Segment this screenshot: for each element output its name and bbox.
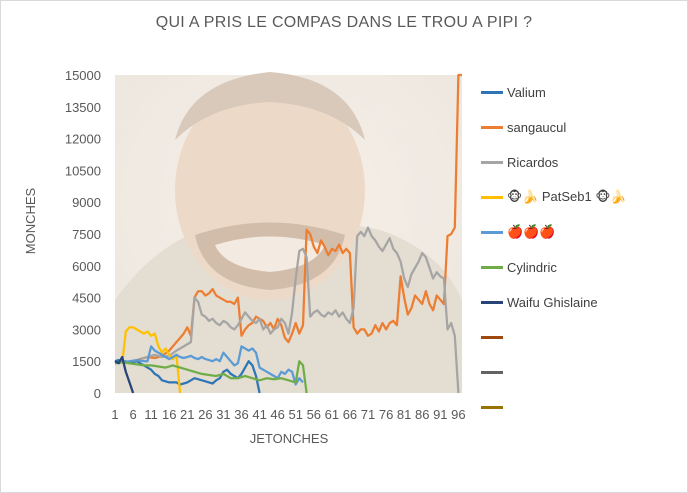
legend-item: 🍎🍎🍎 <box>481 222 556 242</box>
x-tick-label: 81 <box>397 407 411 422</box>
x-tick-label: 11 <box>144 407 158 422</box>
legend-swatch <box>481 370 503 374</box>
legend-label: Valium <box>507 84 546 100</box>
x-axis: 1 6 11 16 21 26 31 36 41 46 51 56 61 66 71 76 81 86 91 96 <box>111 407 465 422</box>
x-tick-label: 76 <box>379 407 393 422</box>
x-tick-label: 26 <box>198 407 212 422</box>
series-line-6 <box>114 360 308 394</box>
legend-item <box>481 362 507 382</box>
x-tick-label: 21 <box>180 407 194 422</box>
legend-label: Waifu Ghislaine <box>507 294 598 310</box>
x-tick-label: 86 <box>415 407 429 422</box>
series-line-7 <box>114 355 135 394</box>
y-tick-label: 9000 <box>72 195 101 210</box>
chart-title: QUI A PRIS LE COMPAS DANS LE TROU A PIPI… <box>155 14 533 31</box>
x-tick-label: 31 <box>216 407 230 422</box>
legend-label: 🍎🍎🍎 <box>507 224 556 239</box>
x-tick-label: 46 <box>270 407 284 422</box>
series-line-2 <box>132 73 462 363</box>
series-line-5 <box>114 345 304 386</box>
legend-label: 🐵🍌 PatSeb1 🐵🍌 <box>507 189 627 204</box>
legend-label: Cylindric <box>507 259 557 275</box>
x-tick-label: 41 <box>252 407 266 422</box>
y-axis-label: MONCHES <box>23 187 38 254</box>
y-tick-label: 0 <box>94 386 101 401</box>
legend-swatch <box>481 405 503 409</box>
legend-item <box>481 397 507 417</box>
legend-swatch <box>481 160 503 164</box>
y-tick-label: 1500 <box>72 354 101 369</box>
x-tick-label: 51 <box>288 407 302 422</box>
legend-swatch <box>481 125 503 129</box>
x-tick-label: 71 <box>361 407 375 422</box>
legend-item: Ricardos <box>481 152 558 172</box>
legend-swatch <box>481 230 503 234</box>
x-tick-label: 6 <box>129 407 136 422</box>
legend-label: Ricardos <box>507 154 559 170</box>
x-tick-label: 16 <box>162 407 176 422</box>
y-tick-label: 15000 <box>65 68 101 83</box>
legend-item: Cylindric <box>481 257 557 277</box>
legend-item: sangaucul <box>481 117 566 137</box>
legend-swatch <box>481 195 503 199</box>
y-tick-label: 4500 <box>72 291 101 306</box>
series-line-3 <box>139 226 460 394</box>
legend-swatch <box>481 335 503 339</box>
legend-swatch <box>481 265 503 269</box>
legend-item <box>481 327 507 347</box>
x-tick-label: 56 <box>307 407 321 422</box>
background-image-photo <box>115 72 462 393</box>
y-tick-label: 10500 <box>65 163 101 178</box>
legend-swatch <box>481 90 503 94</box>
x-tick-label: 61 <box>325 407 339 422</box>
y-tick-label: 13500 <box>65 100 101 115</box>
series-lines <box>114 73 462 394</box>
legend-item: 🐵🍌 PatSeb1 🐵🍌 <box>481 187 627 207</box>
legend-item: Valium <box>481 82 546 102</box>
x-tick-label: 1 <box>111 407 118 422</box>
y-tick-label: 7500 <box>72 227 101 242</box>
x-tick-label: 96 <box>451 407 465 422</box>
legend-label: sangaucul <box>507 119 567 135</box>
series-line-1 <box>114 358 261 394</box>
y-tick-label: 12000 <box>65 132 101 147</box>
y-tick-label: 6000 <box>72 259 101 274</box>
legend-swatch <box>481 300 503 304</box>
legend-item: Waifu Ghislaine <box>481 292 598 312</box>
x-tick-label: 91 <box>433 407 447 422</box>
x-tick-label: 36 <box>234 407 248 422</box>
series-line-4 <box>121 326 182 394</box>
x-axis-label: JETONCHES <box>250 431 329 446</box>
y-tick-label: 3000 <box>72 322 101 337</box>
y-axis: 0 1500 3000 4500 6000 7500 9000 10500 12000 13500… <box>65 68 101 401</box>
x-tick-label: 66 <box>343 407 357 422</box>
